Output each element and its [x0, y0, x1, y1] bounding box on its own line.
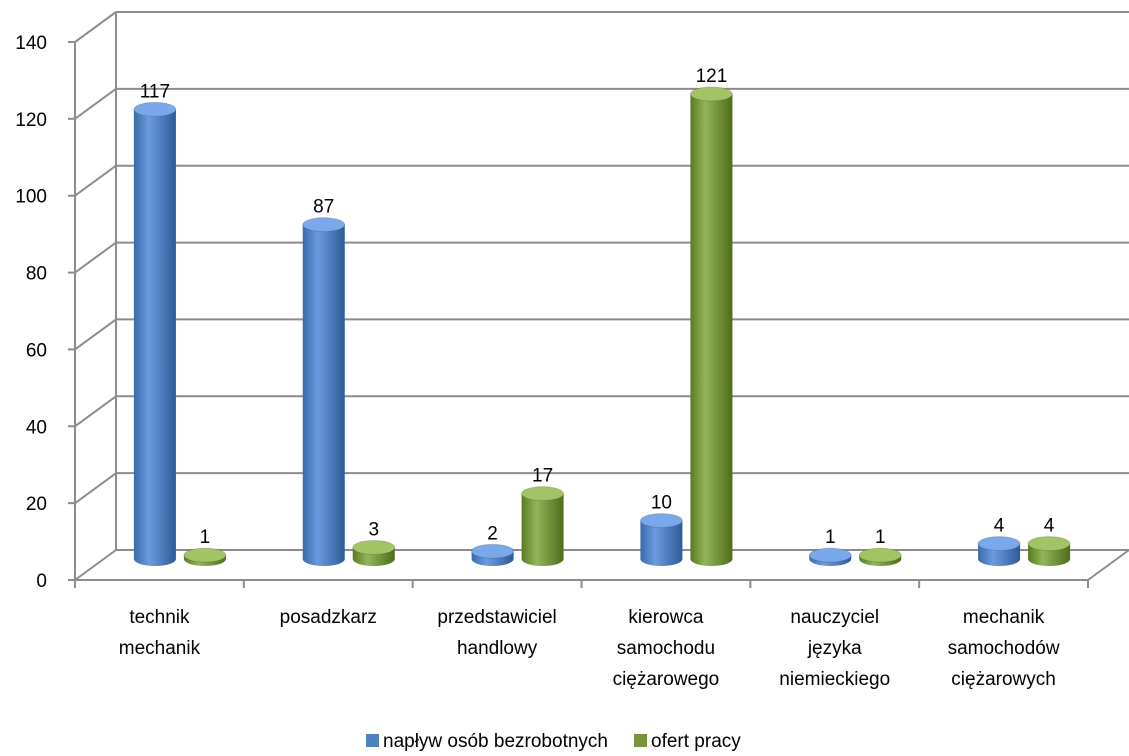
legend-item: napływ osób bezrobotnych: [366, 731, 608, 752]
data-label: 17: [532, 466, 553, 487]
category-label: nauczyciel: [790, 607, 879, 628]
data-label: 3: [368, 519, 379, 540]
data-label: 10: [651, 493, 672, 514]
category-label: przedstawiciel: [437, 607, 556, 628]
category-label: kierowca: [628, 607, 703, 628]
gridline-side: [74, 395, 117, 428]
category-label: niemieckiego: [779, 669, 890, 690]
y-tick-label: 40: [26, 417, 47, 438]
category-label: samochodu: [617, 638, 715, 659]
bar-unemployed: 10: [639, 493, 683, 566]
data-label: 1: [875, 527, 886, 548]
legend-item: ofert pracy: [634, 731, 741, 752]
bar-unemployed: 87: [302, 197, 346, 566]
data-label: 1: [825, 527, 836, 548]
legend-swatch: [366, 734, 379, 747]
category-label: posadzkarz: [280, 607, 377, 628]
gridlines: [68, 11, 1129, 588]
data-label: 87: [313, 197, 334, 218]
category-label: mechanik: [119, 638, 201, 659]
y-tick-label: 60: [26, 340, 47, 361]
x-axis-categories: technik mechanik posadzkarz przedstawiciel h…: [119, 607, 1060, 690]
category-label: technik: [129, 607, 190, 628]
bars: 117 1 87 3 2 17 10 121 1 1 4 4: [133, 66, 1071, 566]
data-label: 1: [200, 527, 211, 548]
legend-label: napływ osób bezrobotnych: [383, 731, 608, 752]
y-tick-label: 100: [15, 187, 47, 208]
bar-offers: 4: [1027, 516, 1071, 566]
category-label: języka: [807, 638, 862, 659]
bar-offers: 121: [689, 66, 733, 566]
legend-label: ofert pracy: [651, 731, 741, 752]
data-label: 121: [696, 66, 728, 87]
gridline-side: [74, 549, 117, 581]
y-tick-label: 80: [26, 264, 47, 285]
legend: napływ osób bezrobotnych ofert pracy: [366, 731, 741, 752]
category-label: mechanik: [963, 607, 1045, 628]
bar-offers: 1: [183, 527, 227, 566]
gridline-side: [74, 164, 117, 197]
y-axis-ticks: 0 20 40 60 80 100 120 140: [15, 33, 47, 592]
gridline-side: [74, 88, 117, 120]
y-tick-label: 20: [26, 494, 47, 515]
y-tick-label: 120: [15, 110, 47, 131]
data-label: 2: [487, 523, 498, 544]
chart-walls: [74, 11, 1129, 581]
data-label: 4: [994, 516, 1005, 537]
gridline-side: [74, 241, 117, 274]
bar-offers: 3: [352, 519, 396, 566]
y-tick-label: 0: [36, 571, 47, 592]
bar-unemployed: 2: [471, 523, 515, 566]
category-label: samochodów: [948, 638, 1060, 659]
data-label: 117: [140, 81, 170, 102]
bar-unemployed: 1: [808, 527, 852, 566]
category-label: ciężarowych: [951, 669, 1056, 690]
data-label: 4: [1044, 516, 1055, 537]
category-label: handlowy: [457, 638, 538, 659]
bar-offers: 17: [521, 466, 565, 566]
bar-offers: 1: [858, 527, 902, 566]
category-label: ciężarowego: [613, 669, 720, 690]
legend-swatch: [634, 734, 647, 747]
y-tick-label: 140: [15, 33, 47, 54]
gridline-side: [74, 318, 117, 351]
bar-unemployed: 4: [977, 516, 1021, 566]
bar-unemployed: 117: [133, 81, 177, 566]
gridline-side: [74, 472, 117, 504]
gridline-side: [74, 11, 117, 43]
